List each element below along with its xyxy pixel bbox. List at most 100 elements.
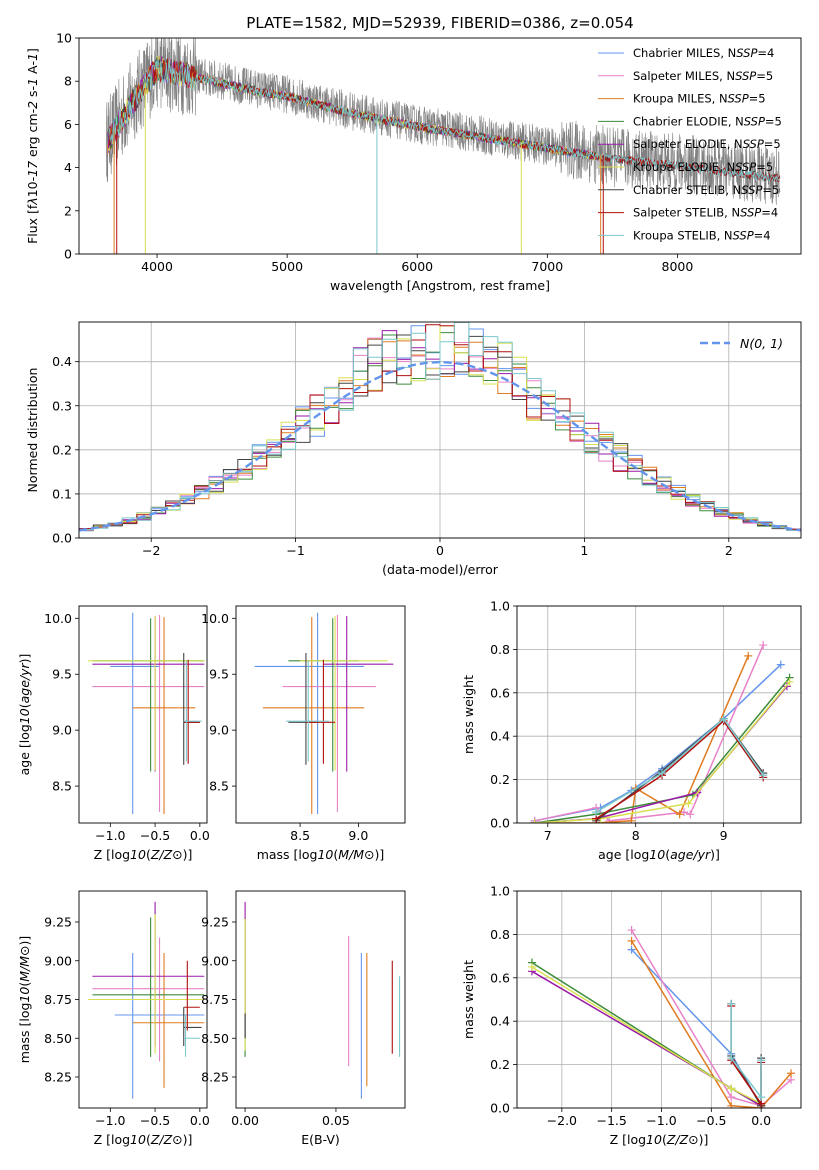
plot-frame: [78, 37, 802, 255]
errorbar-point-kroupa-stelib: [286, 660, 330, 762]
y-axis-label: age [log10(age/yr)]: [17, 654, 32, 776]
weight-plot-weight_vs_age: [530, 641, 794, 823]
errorbar-plot-age_vs_Z: [87, 612, 205, 815]
x-tick-label: −0.5: [696, 1113, 726, 1128]
y-tick-label: 9.00: [201, 953, 229, 968]
errorbar-point-kroupa-miles: [132, 617, 196, 815]
weight-marker: [592, 808, 601, 817]
y-tick-label: 8.75: [201, 992, 229, 1007]
y-tick-label: 8.50: [201, 1031, 229, 1046]
y-tick-label: 9.5: [209, 667, 229, 682]
errorbar-plot-age_vs_mass: [254, 612, 394, 815]
x-tick-label: −1.5: [596, 1113, 626, 1128]
x-tick-label: 6000: [401, 259, 433, 274]
weight-plot-weight_vs_Z: [527, 926, 796, 1108]
y-axis-label: Normed distribution: [25, 368, 40, 493]
y-tick-label: 8.5: [52, 779, 72, 794]
x-tick-label: 7000: [531, 259, 563, 274]
plot-frame: [78, 321, 802, 539]
weight-marker: [627, 945, 636, 954]
x-tick-label: −1.0: [95, 828, 125, 843]
weight-marker: [658, 769, 667, 778]
errorbar-point-kroupa-stelib: [183, 660, 202, 762]
x-axis-label: Z [log10(Z/Z⊙)]: [610, 1132, 709, 1147]
errorbar-point-chabrier-miles: [110, 612, 160, 815]
x-axis-label: E(B-V): [301, 1132, 340, 1147]
errorbar-point-kroupa-miles: [132, 953, 205, 1088]
x-tick-label: 0.05: [322, 1113, 350, 1128]
y-tick-label: 9.0: [209, 723, 229, 738]
y-tick-label: 0.2: [490, 1057, 510, 1072]
y-axis-label: Flux [fλ10-17 erg cm-2 s-1 A-1]: [25, 48, 40, 244]
legend-label: Salpeter MILES, NSSP=5: [633, 69, 773, 83]
spectrum-plot: [105, 38, 781, 254]
x-tick-label: 8000: [662, 259, 694, 274]
legend-label: Salpeter ELODIE, NSSP=5: [633, 137, 781, 151]
weight-marker: [686, 810, 695, 819]
weight-line: [534, 677, 791, 823]
x-tick-label: 0.0: [751, 1113, 771, 1128]
x-tick-label: 7: [544, 828, 552, 843]
weight-line: [534, 655, 749, 823]
weight-marker: [785, 677, 794, 686]
y-tick-label: 0.1: [52, 486, 72, 501]
y-axis-label: mass weight: [461, 960, 476, 1039]
x-axis-label: mass [log10(M/M⊙)]: [257, 847, 385, 862]
x-tick-label: −0.5: [140, 1113, 170, 1128]
x-tick-label: −2: [142, 543, 160, 558]
legend-label: Kroupa STELIB, NSSP=4: [633, 228, 771, 242]
weight-marker: [627, 926, 636, 935]
weight-marker: [527, 962, 536, 971]
legend-label: N(0, 1): [740, 336, 783, 351]
spectrum-legend: Chabrier MILES, NSSP=4 Salpeter MILES, NS…: [598, 46, 782, 242]
errorbar-point-kroupa-stelib: [183, 1015, 200, 1057]
legend-label: Chabrier MILES, NSSP=4: [633, 46, 774, 60]
weight-line: [595, 717, 764, 813]
plot-frame: [78, 605, 208, 824]
x-tick-label: −1.0: [95, 1113, 125, 1128]
y-tick-label: 0.6: [490, 970, 510, 985]
weight-marker: [776, 660, 785, 669]
y-tick-label: 0.8: [490, 927, 510, 942]
y-tick-label: 0: [64, 247, 72, 262]
y-tick-label: 0.8: [490, 642, 510, 657]
y-axis-label: mass weight: [461, 675, 476, 754]
y-tick-label: 9.25: [201, 915, 229, 930]
errorbar-point-kroupa-miles: [262, 617, 365, 815]
legend-label: Kroupa MILES, NSSP=5: [633, 92, 766, 106]
errorbar-point-salpeter-miles: [92, 614, 205, 812]
axes-weight_vs_age: 7 8 9 0.0 0.2 0.4 0.6 0.8 1.0 age [log10(age/yr)]…: [461, 599, 801, 862]
axes-mass_vs_Z: −1.0 −0.5 0.0 8.25 8.50 8.75 9.00 9.25 Z [log10(…: [17, 915, 210, 1148]
x-tick-label: −1: [286, 543, 304, 558]
weight-series-kroupa-stelib: [727, 999, 766, 1102]
y-tick-label: 8.75: [44, 992, 72, 1007]
residual-legend: N(0, 1): [700, 336, 783, 351]
errorbar-point-kroupa-elodie: [300, 616, 388, 771]
y-tick-label: 2: [64, 203, 72, 218]
weight-marker: [727, 1101, 736, 1108]
y-tick-label: 10.0: [201, 611, 229, 626]
weight-line: [630, 940, 792, 1108]
weight-marker: [627, 936, 636, 945]
weight-marker: [530, 819, 539, 823]
errorbar-point-kroupa-elodie: [87, 914, 205, 1054]
weight-marker: [605, 816, 614, 823]
plot-frame: [78, 890, 208, 1109]
weight-line: [534, 664, 782, 822]
y-tick-label: 0.0: [490, 816, 510, 831]
errorbar-plot-mass_vs_ebv: [244, 901, 401, 1099]
y-tick-label: 9.00: [44, 953, 72, 968]
weight-marker: [787, 1069, 796, 1078]
y-tick-label: 8: [64, 74, 72, 89]
axes-mass_vs_ebv: 0.00 0.05 8.25 8.50 8.75 9.00 9.25 E(B-V): [201, 915, 350, 1148]
y-tick-label: 4: [64, 160, 72, 175]
x-axis-label: wavelength [Angstrom, rest frame]: [330, 278, 550, 293]
y-tick-label: 0.0: [52, 531, 72, 546]
errorbar-point-kroupa-elodie: [87, 616, 205, 771]
errorbar-point-salpeter-stelib: [183, 960, 200, 1031]
legend-label: Kroupa ELODIE, NSSP=5: [633, 160, 773, 174]
weight-marker: [727, 1093, 736, 1102]
y-tick-label: 0.0: [490, 1101, 510, 1116]
plot-frame: [516, 890, 802, 1109]
